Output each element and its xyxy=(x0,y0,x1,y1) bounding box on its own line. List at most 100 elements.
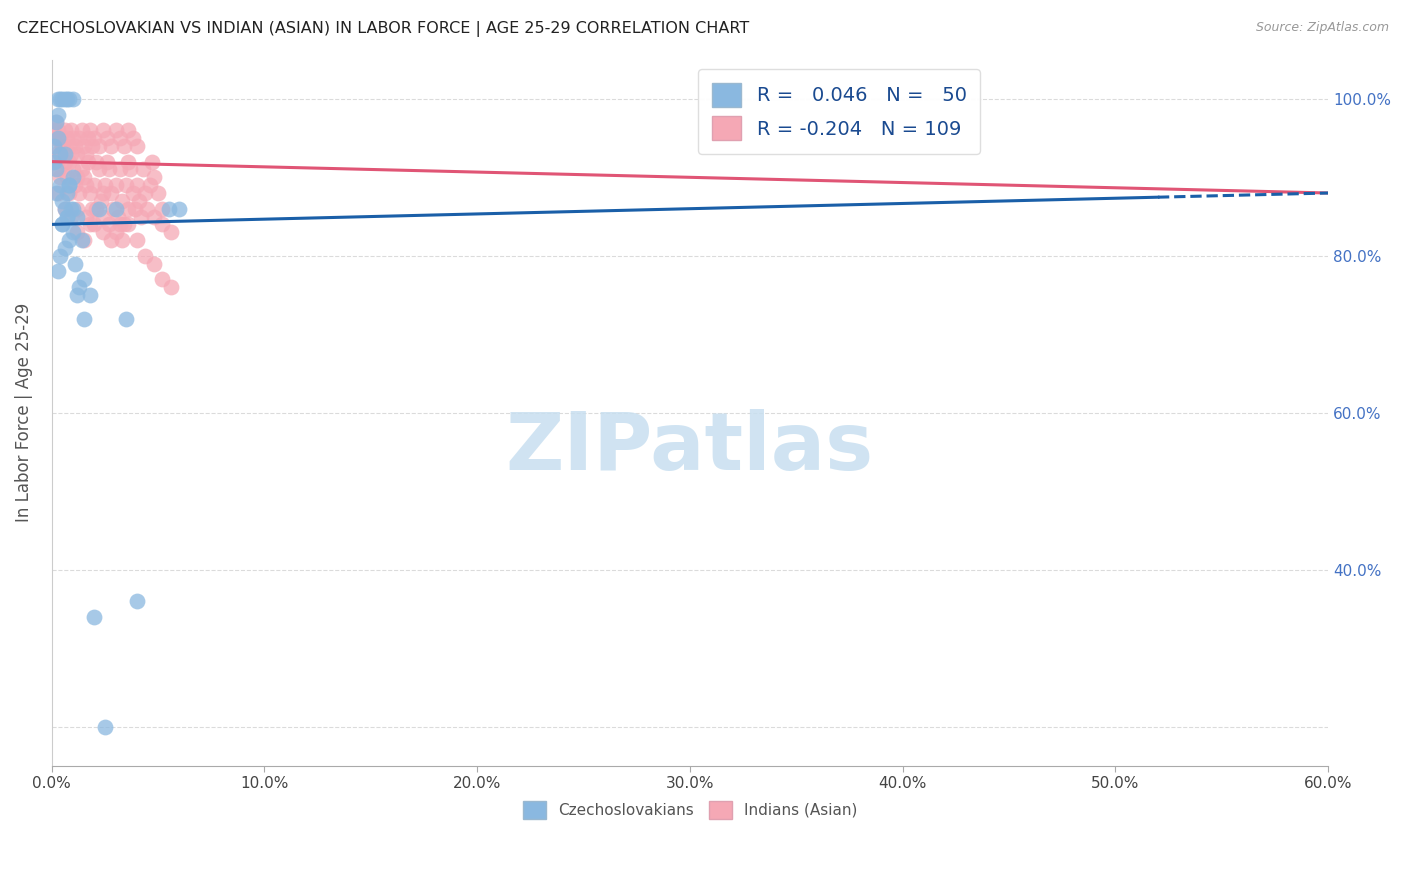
Point xyxy=(62,202,84,216)
Point xyxy=(160,280,183,294)
Point xyxy=(83,178,105,193)
Point xyxy=(75,210,97,224)
Point xyxy=(49,146,72,161)
Point xyxy=(58,92,80,106)
Point xyxy=(63,139,86,153)
Point xyxy=(108,218,131,232)
Point xyxy=(104,178,127,193)
Point xyxy=(100,139,122,153)
Point xyxy=(70,162,93,177)
Point xyxy=(169,202,191,216)
Point xyxy=(117,218,139,232)
Point xyxy=(125,233,148,247)
Point xyxy=(46,107,69,121)
Point xyxy=(49,92,72,106)
Point xyxy=(86,154,108,169)
Point xyxy=(83,609,105,624)
Point xyxy=(79,288,101,302)
Point xyxy=(55,92,77,106)
Point xyxy=(58,178,80,193)
Point xyxy=(94,178,117,193)
Point xyxy=(82,202,104,216)
Point xyxy=(96,154,118,169)
Point xyxy=(111,194,134,208)
Point xyxy=(58,233,80,247)
Point xyxy=(66,210,89,224)
Point xyxy=(53,92,76,106)
Point xyxy=(63,257,86,271)
Point xyxy=(141,154,163,169)
Point xyxy=(67,131,90,145)
Point xyxy=(73,139,96,153)
Point xyxy=(117,154,139,169)
Point xyxy=(59,146,82,161)
Point xyxy=(104,225,127,239)
Point xyxy=(108,131,131,145)
Point xyxy=(49,249,72,263)
Point xyxy=(59,123,82,137)
Point xyxy=(73,233,96,247)
Point xyxy=(83,218,105,232)
Point xyxy=(108,162,131,177)
Point xyxy=(77,154,100,169)
Point xyxy=(125,594,148,608)
Point xyxy=(87,202,110,216)
Point xyxy=(49,178,72,193)
Point xyxy=(70,123,93,137)
Point xyxy=(90,194,112,208)
Point xyxy=(67,186,90,200)
Point xyxy=(55,186,77,200)
Text: ZIPatlas: ZIPatlas xyxy=(506,409,875,487)
Point xyxy=(51,139,73,153)
Point xyxy=(94,720,117,734)
Point xyxy=(45,146,67,161)
Point xyxy=(117,123,139,137)
Point xyxy=(51,218,73,232)
Point xyxy=(83,131,105,145)
Text: Source: ZipAtlas.com: Source: ZipAtlas.com xyxy=(1256,21,1389,35)
Point xyxy=(124,202,146,216)
Point xyxy=(138,178,160,193)
Point xyxy=(121,186,143,200)
Point xyxy=(104,202,127,216)
Point xyxy=(150,218,173,232)
Point xyxy=(55,210,77,224)
Point xyxy=(55,131,77,145)
Point xyxy=(46,264,69,278)
Point xyxy=(70,233,93,247)
Point xyxy=(42,154,65,169)
Point xyxy=(42,139,65,153)
Point xyxy=(87,139,110,153)
Point xyxy=(49,131,72,145)
Point xyxy=(136,202,159,216)
Point xyxy=(62,225,84,239)
Point xyxy=(45,162,67,177)
Point xyxy=(79,123,101,137)
Point xyxy=(121,131,143,145)
Point xyxy=(51,194,73,208)
Point xyxy=(55,210,77,224)
Point xyxy=(107,210,129,224)
Point xyxy=(66,146,89,161)
Point xyxy=(120,162,142,177)
Point xyxy=(91,123,114,137)
Point xyxy=(67,280,90,294)
Point xyxy=(58,154,80,169)
Point xyxy=(62,92,84,106)
Point xyxy=(66,202,89,216)
Point xyxy=(98,162,121,177)
Point xyxy=(46,123,69,137)
Point xyxy=(46,131,69,145)
Point xyxy=(79,218,101,232)
Point xyxy=(82,139,104,153)
Point xyxy=(73,272,96,286)
Point xyxy=(73,170,96,185)
Point xyxy=(86,202,108,216)
Point xyxy=(91,210,114,224)
Point xyxy=(49,170,72,185)
Point xyxy=(91,186,114,200)
Point xyxy=(63,178,86,193)
Point xyxy=(132,162,155,177)
Point xyxy=(45,115,67,129)
Point xyxy=(46,92,69,106)
